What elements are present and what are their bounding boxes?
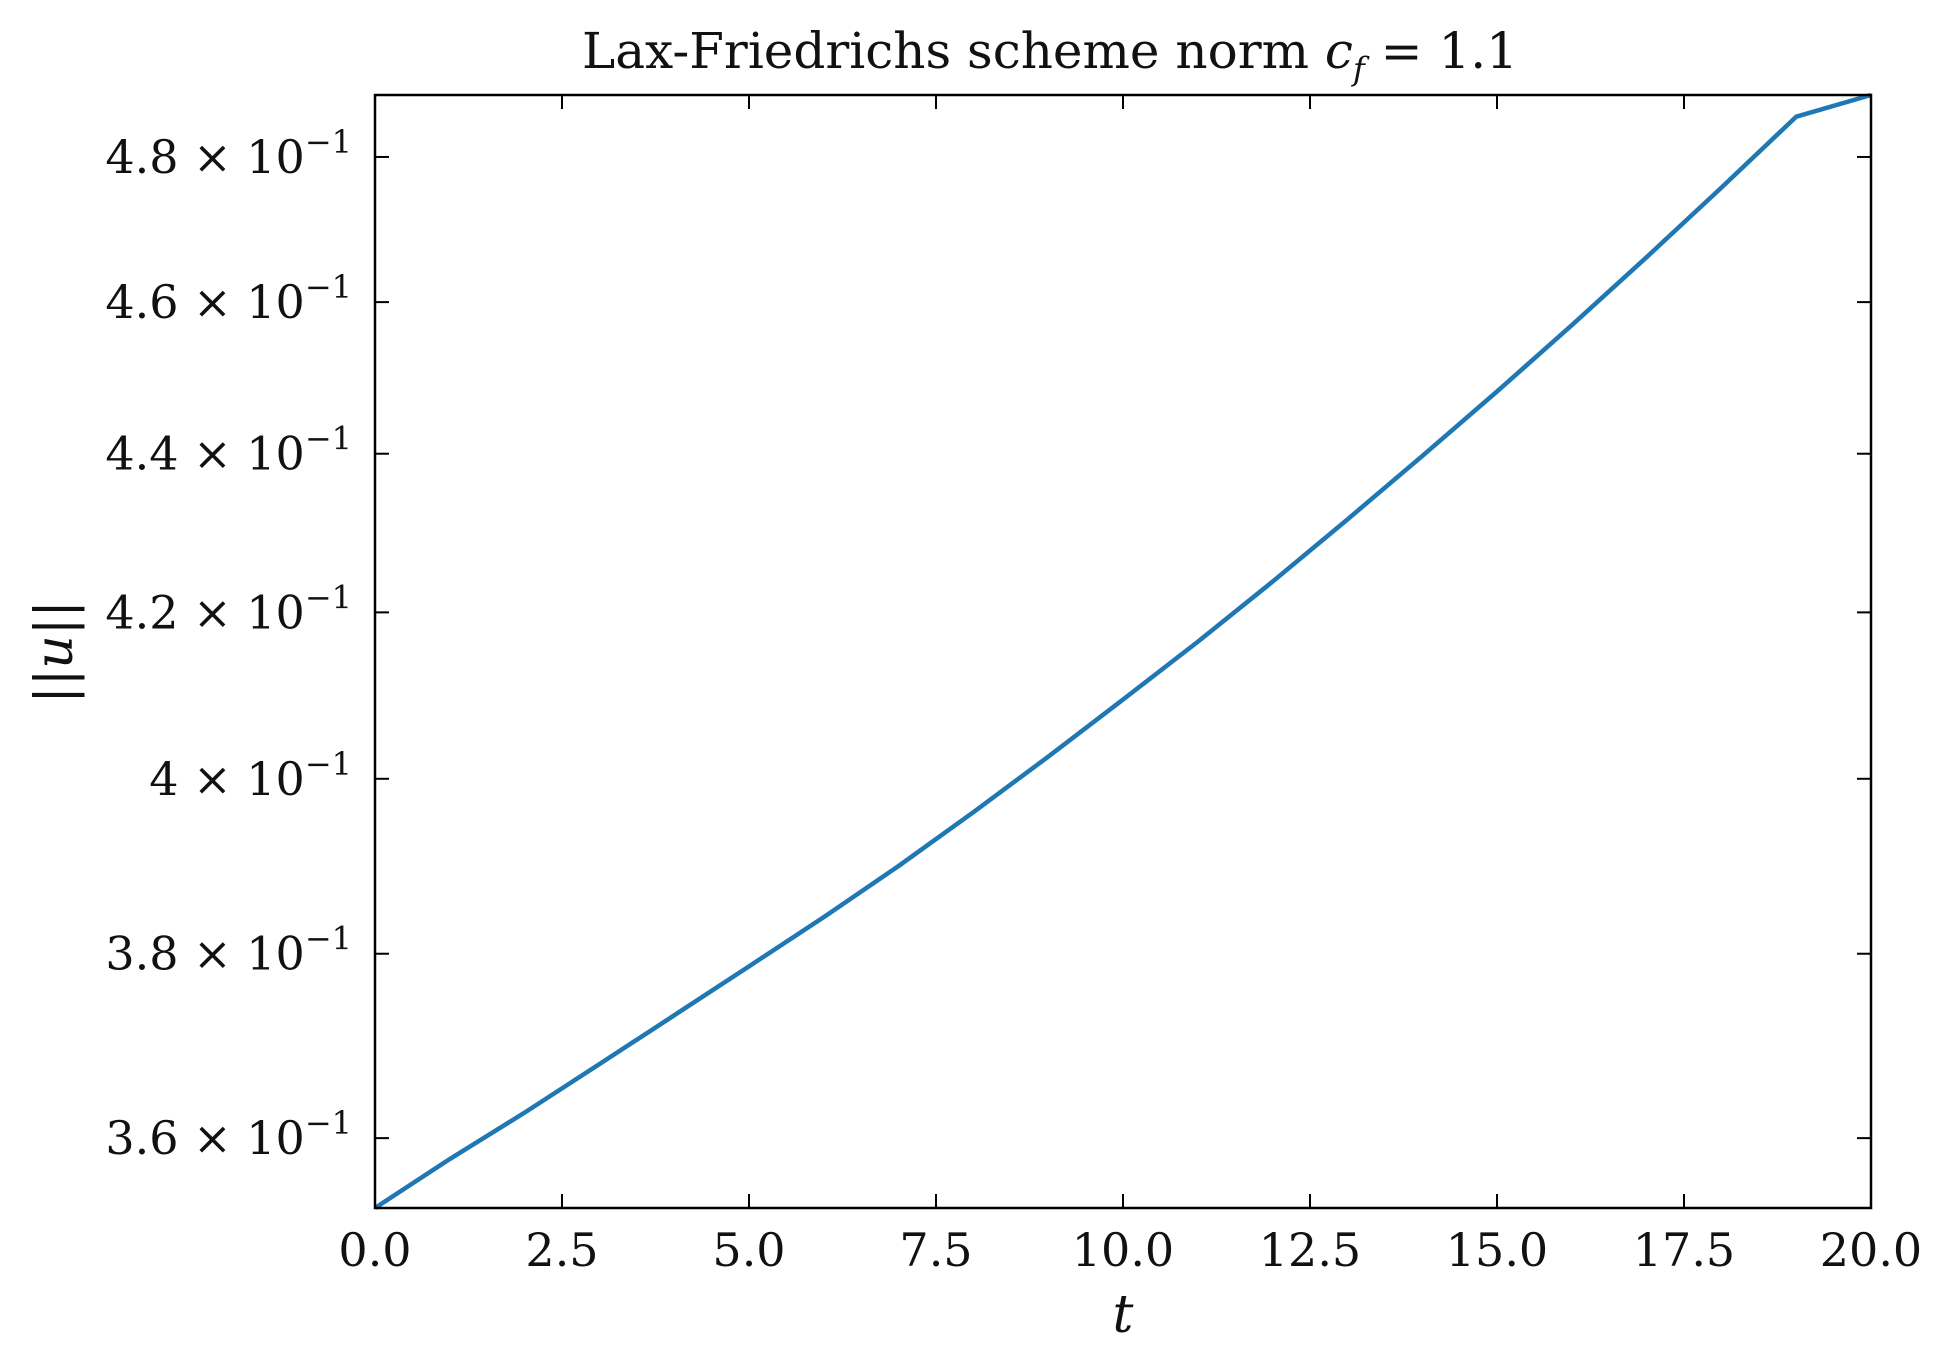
- y-tick-exponent: −1: [305, 420, 352, 458]
- x-tick-label: 10.0: [1072, 1223, 1174, 1277]
- y-tick-label: 4.4 × 10−1: [105, 420, 352, 481]
- y-tick-base: × 10: [179, 275, 305, 329]
- y-tick-mantissa: 4.4: [105, 427, 178, 481]
- y-tick-mantissa: 4.6: [105, 275, 178, 329]
- y-tick-mantissa: 3.8: [105, 927, 178, 981]
- x-tick-label: 5.0: [712, 1223, 785, 1277]
- x-tick-label: 17.5: [1633, 1223, 1735, 1277]
- y-tick-exponent: −1: [305, 745, 352, 783]
- x-tick-label: 12.5: [1259, 1223, 1361, 1277]
- y-tick-exponent: −1: [305, 268, 352, 306]
- y-tick-base: × 10: [179, 1111, 305, 1165]
- x-axis-label: t: [1113, 1285, 1134, 1345]
- y-axis-ticks: 3.6 × 10−13.8 × 10−14 × 10−14.2 × 10−14.…: [105, 123, 1871, 1165]
- y-axis-label: ||u||: [25, 600, 85, 704]
- series-line-0: [373, 92, 1872, 1210]
- y-tick-mantissa: 4.2: [105, 585, 178, 639]
- y-tick-exponent: −1: [305, 920, 352, 958]
- y-tick-label: 4.2 × 10−1: [105, 578, 352, 639]
- y-tick-exponent: −1: [305, 578, 352, 616]
- series-layer: [373, 92, 1872, 1210]
- y-tick-mantissa: 3.6: [105, 1111, 178, 1165]
- y-tick-label: 4.8 × 10−1: [105, 123, 352, 184]
- x-tick-label: 0.0: [338, 1223, 411, 1277]
- y-tick-base: × 10: [179, 752, 305, 806]
- x-tick-label: 2.5: [525, 1223, 598, 1277]
- y-tick-label: 4 × 10−1: [149, 745, 352, 806]
- x-tick-label: 7.5: [899, 1223, 972, 1277]
- x-tick-label: 20.0: [1820, 1223, 1922, 1277]
- x-tick-label: 15.0: [1446, 1223, 1548, 1277]
- y-tick-label: 3.8 × 10−1: [105, 920, 352, 981]
- y-tick-exponent: −1: [305, 123, 352, 161]
- y-tick-base: × 10: [179, 427, 305, 481]
- y-tick-base: × 10: [179, 927, 305, 981]
- x-axis-ticks: 0.0 2.5 5.0 7.5 10.0 12.5 15.0 17.5 20.0: [338, 95, 1922, 1277]
- plot-area-frame: [373, 93, 1873, 1210]
- y-tick-exponent: −1: [305, 1104, 352, 1142]
- chart-title: Lax-Friedrichs scheme norm cf = 1.1: [582, 22, 1518, 88]
- y-tick-label: 3.6 × 10−1: [105, 1104, 352, 1165]
- y-tick-base: × 10: [179, 130, 305, 184]
- y-tick-mantissa: 4.8: [105, 130, 178, 184]
- y-tick-mantissa: 4: [149, 752, 178, 806]
- y-tick-base: × 10: [179, 585, 305, 639]
- y-tick-label: 4.6 × 10−1: [105, 268, 352, 329]
